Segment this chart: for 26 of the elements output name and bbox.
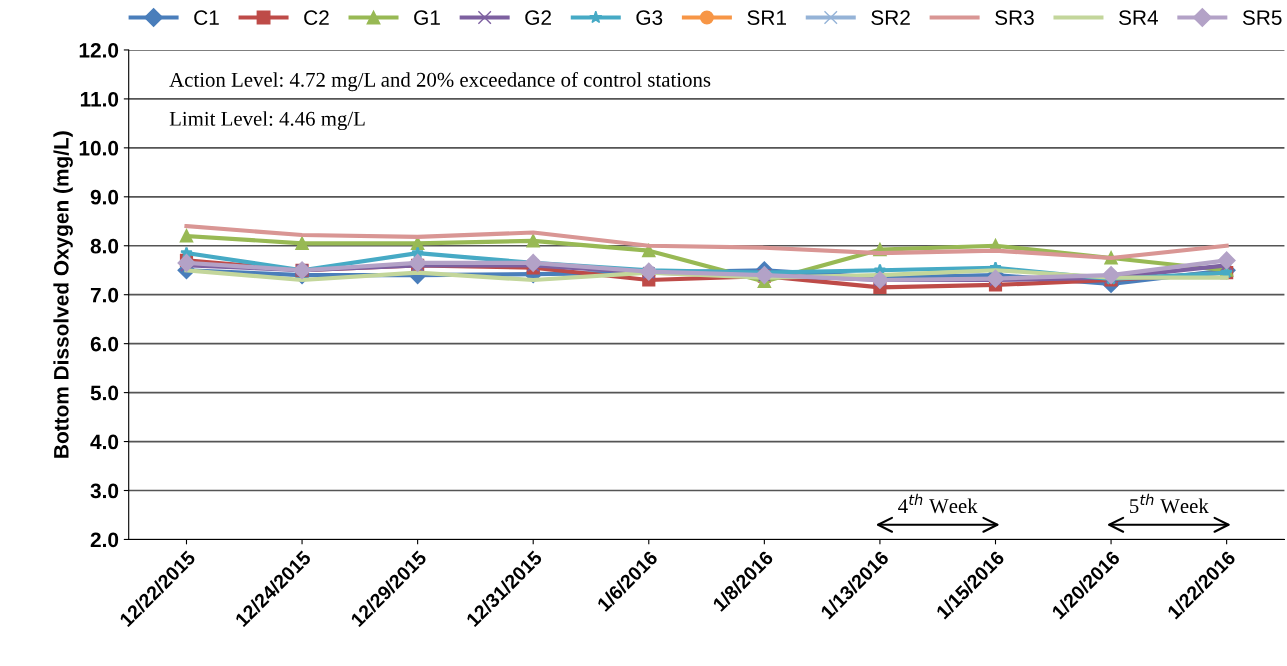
legend-label: SR5 — [1242, 10, 1282, 25]
y-tick-label: 7.0 — [90, 287, 119, 303]
y-tick-label: 3.0 — [90, 483, 119, 499]
y-tick-label: 12.0 — [79, 42, 119, 58]
y-tick-label: 8.0 — [90, 238, 119, 254]
legend-label: C1 — [194, 10, 219, 25]
annotation: Action Level: 4.72 mg/L and 20% exceedance of control stations — [169, 71, 711, 92]
legend-label: G2 — [525, 10, 551, 25]
y-tick-label: 9.0 — [90, 189, 119, 205]
legend-label: C2 — [304, 10, 329, 25]
y-tick-label: 2.0 — [90, 532, 119, 548]
y-tick-label: 10.0 — [79, 140, 119, 156]
legend-label: SR1 — [747, 10, 786, 25]
annotation: Limit Level: 4.46 mg/L — [169, 111, 365, 131]
legend-label: G3 — [636, 10, 663, 25]
y-tick-label: 6.0 — [90, 336, 119, 352]
y-tick-label: 4.0 — [90, 434, 119, 450]
annotation: 5$^{th}$ Week — [1130, 493, 1209, 514]
y-tick-label: 11.0 — [80, 91, 119, 107]
y-tick-label: 5.0 — [90, 385, 119, 401]
legend-label: G1 — [414, 10, 440, 25]
legend-label: SR4 — [1119, 10, 1158, 25]
annotation: 4$^{th}$ Week — [898, 493, 978, 514]
legend-label: SR2 — [871, 10, 910, 25]
y-axis-title: Bottom Dissolved Oxygen (mg/L) — [53, 131, 73, 458]
legend-label: SR3 — [995, 10, 1034, 25]
